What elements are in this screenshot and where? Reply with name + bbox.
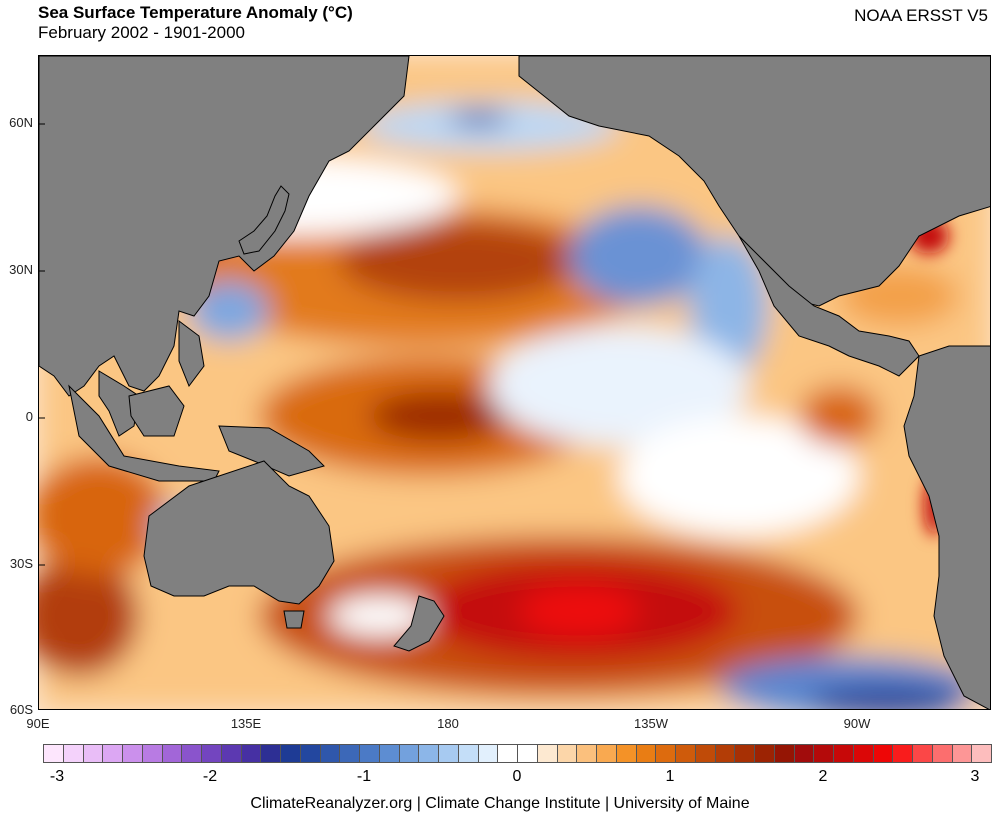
lon-label-135w: 135W: [634, 716, 668, 731]
footer-credits: ClimateReanalyzer.org | Climate Change I…: [250, 795, 750, 812]
colorbar-swatch: [398, 744, 420, 763]
colorbar-swatch: [635, 744, 657, 763]
colorbar-swatch: [319, 744, 341, 763]
colorbar-swatch: [694, 744, 716, 763]
colorbar-swatch: [754, 744, 775, 763]
colorbar-swatch: [931, 744, 953, 763]
colorbar-swatch: [655, 744, 676, 763]
colorbar-swatch: [62, 744, 84, 763]
colorbar-tick-label: 2: [818, 768, 828, 785]
colorbar-swatch: [734, 744, 755, 763]
colorbar-swatch: [359, 744, 380, 763]
japan-islands: [238, 185, 290, 255]
colorbar-swatch: [971, 744, 992, 763]
colorbar-swatch: [378, 744, 400, 763]
colorbar-swatch: [833, 744, 854, 763]
land-masses: [39, 56, 990, 709]
colorbar-swatch: [438, 744, 459, 763]
colorbar-swatch: [497, 744, 518, 763]
colorbar-tick-label: 1: [665, 768, 675, 785]
new-zealand-islands: [393, 595, 445, 652]
lat-label-60s: 60S: [9, 702, 33, 717]
sumatra-java: [68, 384, 220, 482]
lon-label-90e: 90E: [26, 716, 50, 731]
map-subtitle: February 2002 - 1901-2000: [38, 23, 245, 42]
colorbar-swatch: [102, 744, 123, 763]
central-america: [738, 235, 920, 377]
colorbar-swatch: [517, 744, 538, 763]
lat-label-60n: 60N: [9, 115, 33, 130]
lat-label-30s: 30S: [9, 556, 33, 571]
map-title: Sea Surface Temperature Anomaly (°C): [38, 3, 353, 22]
colorbar-swatch: [82, 744, 104, 763]
colorbar-swatch: [892, 744, 913, 763]
colorbar-swatch: [477, 744, 499, 763]
colorbar-swatch: [951, 744, 973, 763]
colorbar-swatch: [852, 744, 874, 763]
colorbar-swatch: [201, 744, 222, 763]
lon-label-135e: 135E: [230, 716, 262, 731]
colorbar-swatch: [912, 744, 933, 763]
colorbar-swatch: [181, 744, 202, 763]
map-frame-ticks: [39, 123, 45, 566]
colorbar-swatch: [576, 744, 597, 763]
colorbar-swatch: [615, 744, 637, 763]
colorbar-swatch: [122, 744, 143, 763]
lat-label-0: 0: [25, 409, 33, 424]
colorbar-swatch: [536, 744, 558, 763]
colorbar-swatch: [556, 744, 578, 763]
asia-landmass: [39, 56, 410, 397]
colorbar-swatch: [141, 744, 163, 763]
colorbar-swatch: [280, 744, 301, 763]
lat-label-30n: 30N: [9, 262, 33, 277]
colorbar-swatch: [457, 744, 479, 763]
colorbar-swatch: [299, 744, 321, 763]
colorbar-swatch: [675, 744, 696, 763]
data-source-label: NOAA ERSST V5: [854, 6, 988, 25]
colorbar-swatch: [161, 744, 183, 763]
colorbar-swatch: [220, 744, 242, 763]
colorbar-tick-label: 0: [512, 768, 522, 785]
colorbar: [43, 744, 992, 763]
tasmania-island: [283, 610, 305, 629]
new-guinea-island: [218, 425, 325, 477]
colorbar-swatch: [339, 744, 360, 763]
colorbar-swatch: [872, 744, 894, 763]
lon-label-180: 180: [437, 716, 459, 731]
colorbar-swatch: [813, 744, 834, 763]
south-america-continent: [903, 345, 990, 709]
colorbar-tick-label: -2: [202, 768, 218, 785]
lon-label-90w: 90W: [843, 716, 871, 731]
colorbar-tick-label: -3: [49, 768, 65, 785]
colorbar-swatch: [43, 744, 64, 763]
colorbar-swatch: [240, 744, 262, 763]
colorbar-swatch: [260, 744, 281, 763]
colorbar-swatch: [793, 744, 815, 763]
colorbar-swatch: [714, 744, 736, 763]
borneo-island: [128, 385, 185, 437]
colorbar-swatch: [596, 744, 617, 763]
sst-anomaly-map: [38, 55, 991, 710]
indochina-peninsula: [98, 370, 140, 437]
colorbar-swatch: [418, 744, 439, 763]
colorbar-tick-label: 3: [970, 768, 980, 785]
australia-continent: [143, 460, 335, 605]
colorbar-swatch: [773, 744, 795, 763]
colorbar-tick-label: -1: [356, 768, 372, 785]
philippines-islands: [178, 320, 205, 388]
